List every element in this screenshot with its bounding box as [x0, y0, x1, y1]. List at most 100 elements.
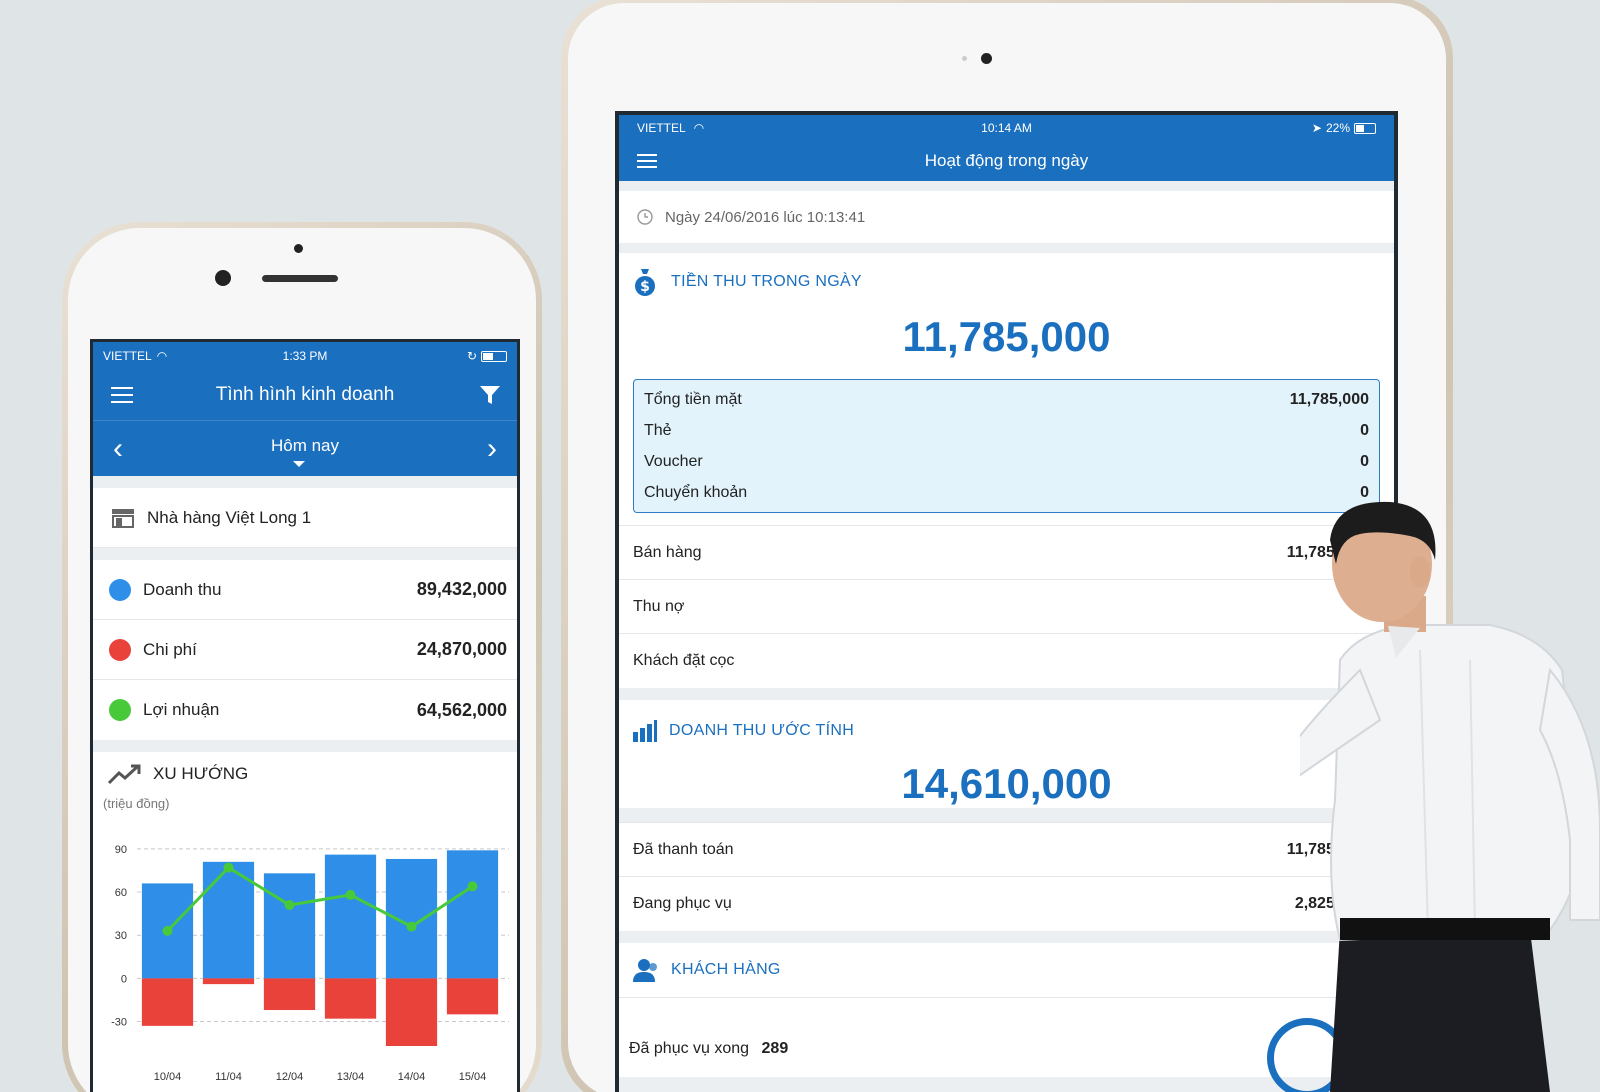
page-title: Hoạt động trong ngày — [924, 151, 1089, 170]
row-label: Thu nợ — [633, 597, 685, 615]
tablet-header: Hoạt động trong ngày — [619, 141, 1394, 181]
bar-negative — [141, 978, 194, 1026]
row-label: Khách đặt cọc — [633, 652, 735, 669]
page-title: Tình hình kinh doanh — [215, 384, 395, 405]
filter-icon[interactable] — [479, 384, 501, 406]
breakdown-value: 0 — [1360, 483, 1369, 501]
estimate-rows: Đã thanh toán 11,785,000 Đang phục vụ 2,82… — [619, 822, 1394, 931]
tablet-camera — [981, 53, 992, 64]
bar-positive — [324, 854, 377, 979]
row-label: Đang phục vụ — [633, 895, 732, 912]
tablet-sensor — [962, 56, 967, 61]
customers-body: Đã phục vụ xong 289 — [619, 997, 1394, 1092]
store-name: Nhà hàng Việt Long 1 — [147, 507, 312, 527]
tablet-status-bar: VIETTEL ◠ 10:14 AM ➤ 22% — [619, 115, 1394, 141]
revenue-dot — [109, 578, 131, 601]
customers-header: KHÁCH HÀNG 33 — [619, 943, 1394, 997]
period-label[interactable]: Hôm nay — [270, 435, 340, 455]
income-row: Thu nợ0 — [619, 580, 1394, 634]
metric-row-profit: Lợi nhuận 64,562,000 — [93, 680, 517, 740]
bar-positive — [446, 850, 499, 979]
row-label: Đã thanh toán — [633, 840, 734, 858]
income-row[interactable]: Khách đặt cọc0▼ — [619, 634, 1394, 688]
breakdown-label: Tổng tiền mặt — [644, 390, 742, 408]
customers-title: KHÁCH HÀNG — [671, 961, 781, 978]
breakdown-label: Chuyển khoản — [644, 483, 748, 501]
breakdown-row: Thẻ 0 — [644, 415, 1369, 446]
trend-unit: (triệu đồng) — [103, 796, 170, 811]
store-icon — [112, 508, 134, 528]
bar-negative — [385, 978, 438, 1046]
breakdown-value: 0 — [1360, 452, 1369, 470]
phone-camera — [215, 270, 231, 286]
row-label: Bán hàng — [633, 543, 702, 561]
payment-breakdown: Tổng tiền mặt 11,785,000 Thẻ 0 Voucher 0 Ch… — [633, 379, 1380, 513]
breakdown-label: Voucher — [644, 452, 703, 470]
wifi-icon: ◠ — [693, 121, 705, 135]
income-total: 11,785,000 — [902, 313, 1111, 360]
x-tick-label: 10/04 — [154, 1071, 182, 1083]
metric-value: 89,432,000 — [416, 579, 507, 599]
clock-icon — [637, 209, 653, 225]
rotation-lock-icon: ↻ — [466, 349, 477, 363]
prev-period-button[interactable]: ‹ — [113, 431, 123, 465]
phone-header: Tình hình kinh doanh — [93, 370, 517, 420]
estimate-row: Đang phục vụ 2,825,000 — [619, 877, 1394, 931]
carrier-label: VIETTEL — [103, 349, 152, 363]
metric-value: 24,870,000 — [416, 639, 507, 659]
estimate-total: 14,610,000 — [901, 760, 1112, 807]
location-icon: ➤ — [1311, 121, 1322, 135]
date-row: Ngày 24/06/2016 lúc 10:13:41 — [619, 191, 1394, 243]
carrier-label: VIETTEL — [637, 121, 686, 135]
metric-row-expense: Chi phí 24,870,000 — [93, 620, 517, 680]
breakdown-label: Thẻ — [644, 421, 672, 439]
breakdown-value: 11,785,000 — [1289, 390, 1369, 408]
profit-point — [223, 862, 234, 873]
y-tick-label: -30 — [111, 1017, 127, 1029]
profit-line — [166, 865, 474, 932]
trend-icon — [107, 764, 141, 785]
next-period-button[interactable]: › — [487, 431, 497, 465]
store-selector[interactable]: Nhà hàng Việt Long 1 — [93, 488, 517, 548]
expense-dot — [109, 638, 131, 661]
bar-chart-icon — [633, 720, 657, 742]
x-tick-label: 14/04 — [398, 1071, 426, 1083]
menu-icon[interactable] — [111, 387, 133, 403]
bar-positive — [202, 861, 255, 979]
battery-icon — [1354, 122, 1376, 134]
x-tick-label: 12/04 — [276, 1071, 304, 1083]
battery-percent: 22% — [1325, 121, 1350, 135]
menu-icon[interactable] — [637, 154, 657, 168]
x-tick-label: 13/04 — [337, 1071, 365, 1083]
wifi-icon: ◠ — [156, 349, 168, 363]
estimate-title: DOANH THU ƯỚC TÍNH — [669, 722, 855, 739]
phone-screen: VIETTEL ◠ 1:33 PM ↻ Tình hình kinh doanh… — [90, 339, 520, 1092]
served-label: Đã phục vụ xong — [629, 1040, 750, 1057]
breakdown-row: Tổng tiền mặt 11,785,000 — [644, 384, 1369, 415]
breakdown-row: Voucher 0 — [644, 446, 1369, 477]
y-tick-label: 0 — [121, 973, 127, 985]
profit-point — [406, 921, 417, 932]
phone-speaker — [262, 275, 338, 282]
clock: 10:14 AM — [981, 121, 1032, 135]
y-tick-label: 30 — [115, 930, 127, 942]
bar-negative — [446, 978, 499, 1015]
date-text: Ngày 24/06/2016 lúc 10:13:41 — [665, 208, 866, 226]
phone-sensor — [294, 244, 303, 253]
served-value: 289 — [761, 1040, 789, 1057]
income-card: $ TIỀN THU TRONG NGÀY 11,785,000 Tổng ti… — [619, 253, 1394, 525]
bar-negative — [324, 978, 377, 1019]
income-row: Bán hàng 11,785,000 — [619, 526, 1394, 580]
profit-point — [345, 889, 356, 900]
bar-negative — [263, 978, 316, 1011]
chevron-down-icon — [293, 461, 305, 467]
period-selector: ‹ Hôm nay › — [93, 420, 517, 476]
profit-dot — [109, 699, 131, 721]
estimate-card: DOANH THU ƯỚC TÍNH 14,610,000 — [619, 700, 1394, 808]
metric-row-revenue: Doanh thu 89,432,000 — [93, 560, 517, 620]
trend-chart: 90 60 30 0 -30 10/04 11/04 12/04 13/04 14/04 15/04 — [111, 844, 509, 1083]
x-tick-label: 11/04 — [215, 1071, 242, 1083]
y-tick-label: 90 — [115, 844, 127, 856]
metric-label: Lợi nhuận — [143, 700, 220, 719]
